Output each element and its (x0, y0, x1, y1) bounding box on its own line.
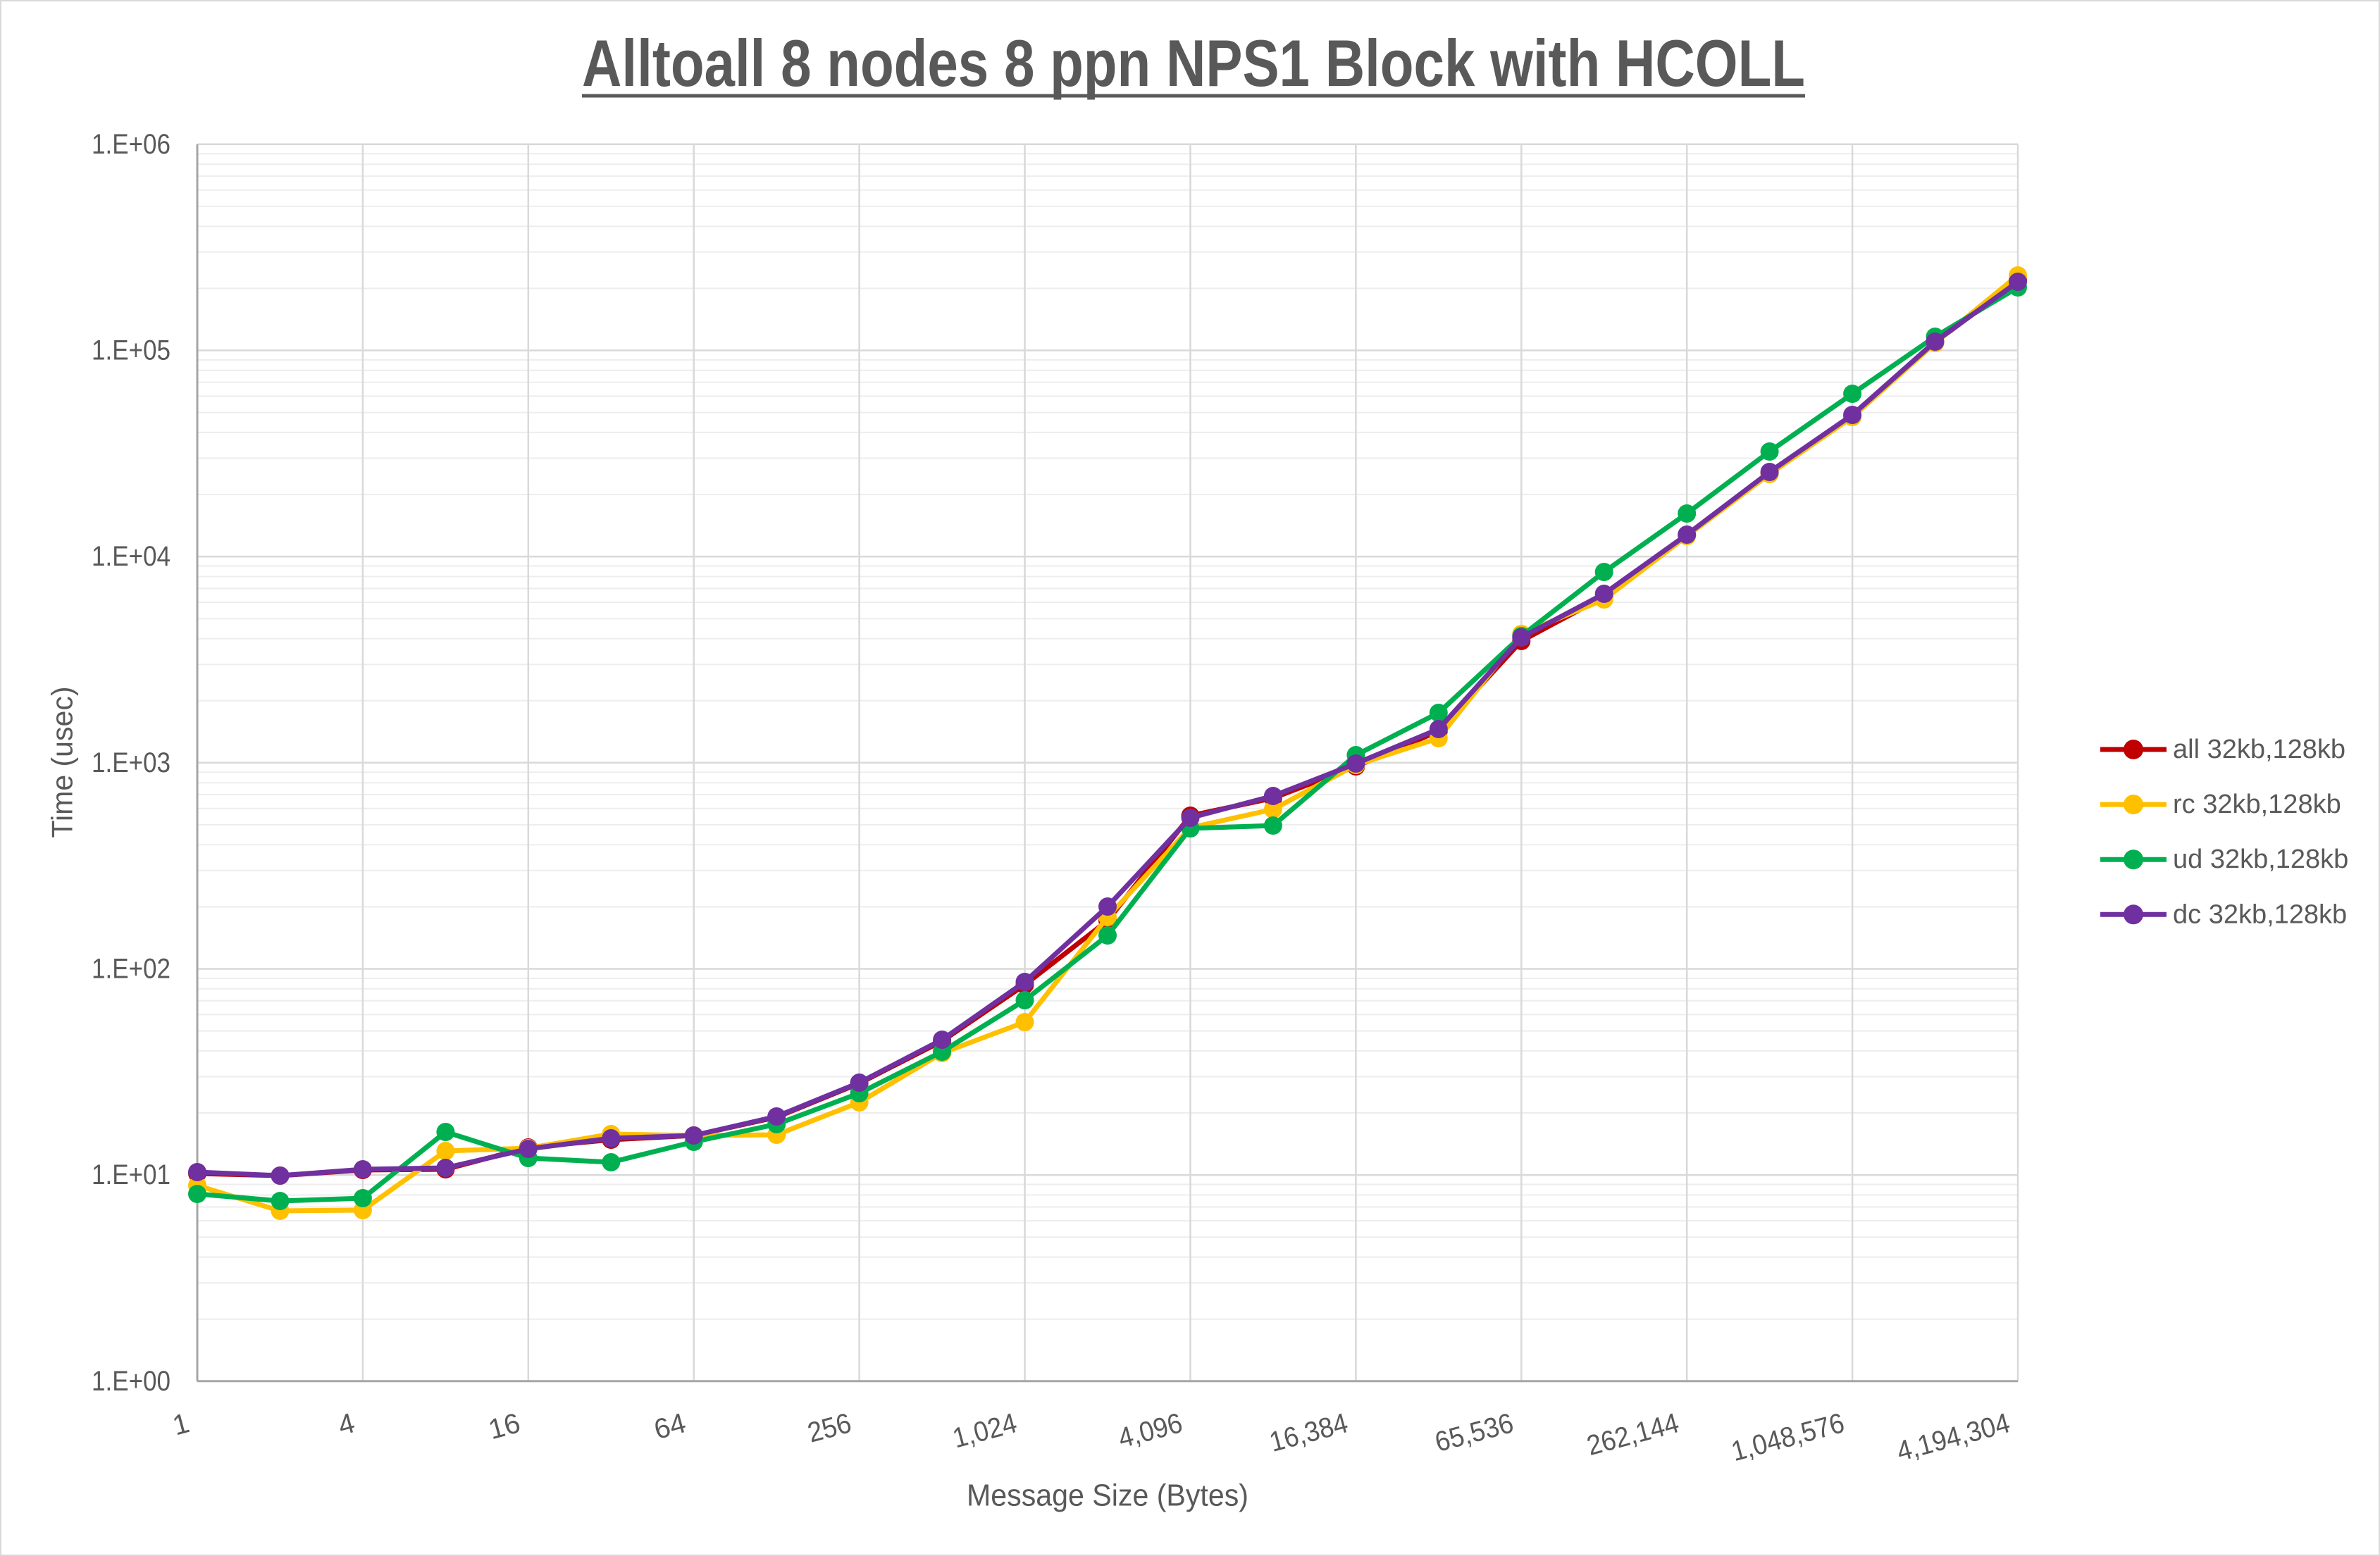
svg-text:all 32kb,128kb: all 32kb,128kb (2173, 735, 2345, 764)
svg-text:1.E+01: 1.E+01 (92, 1159, 171, 1190)
svg-text:ud 32kb,128kb: ud 32kb,128kb (2173, 845, 2348, 874)
svg-text:rc 32kb,128kb: rc 32kb,128kb (2173, 790, 2341, 819)
svg-text:1.E+00: 1.E+00 (92, 1366, 171, 1397)
svg-text:Alltoall 8 nodes 8 ppn NPS1 Bl: Alltoall 8 nodes 8 ppn NPS1 Block with H… (582, 26, 1805, 100)
svg-text:Message Size (Bytes): Message Size (Bytes) (967, 1479, 1248, 1513)
svg-text:1.E+05: 1.E+05 (92, 335, 171, 366)
svg-text:1.E+02: 1.E+02 (92, 954, 171, 985)
svg-text:dc 32kb,128kb: dc 32kb,128kb (2173, 900, 2347, 929)
svg-text:1.E+06: 1.E+06 (92, 129, 171, 160)
svg-text:Time (usec): Time (usec) (46, 687, 79, 838)
svg-text:1.E+03: 1.E+03 (92, 747, 171, 778)
svg-text:1.E+04: 1.E+04 (92, 541, 171, 572)
